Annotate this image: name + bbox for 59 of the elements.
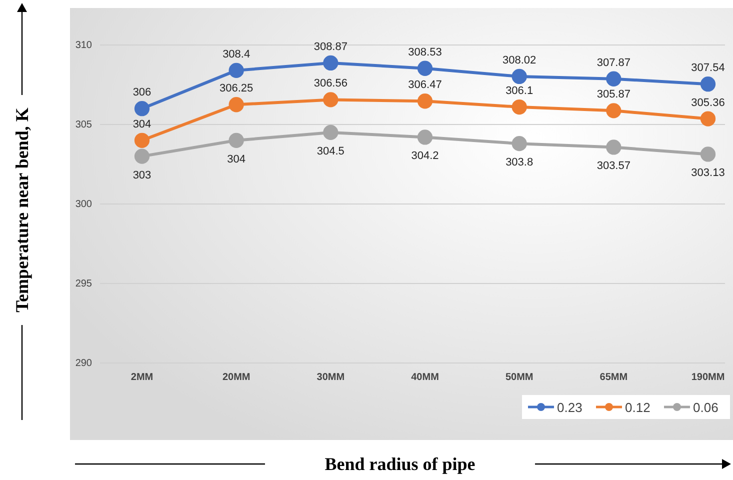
legend-label: 0.12 — [625, 400, 650, 415]
x-axis-title: Bend radius of pipe — [324, 454, 476, 474]
data-label: 303.57 — [596, 160, 630, 172]
point — [323, 55, 338, 71]
data-label: 308.53 — [408, 46, 442, 58]
data-label: 308.4 — [222, 48, 250, 60]
y-tick-label: 310 — [75, 40, 92, 52]
data-label: 306.25 — [220, 82, 254, 95]
data-label: 306.56 — [314, 78, 348, 90]
data-label: 304.2 — [411, 150, 439, 162]
data-label: 303.13 — [691, 167, 725, 180]
data-label: 304 — [132, 118, 152, 130]
data-label: 308.87 — [314, 40, 348, 53]
data-label: 308.02 — [502, 54, 536, 66]
point — [228, 62, 244, 78]
y-tick-label: 290 — [75, 358, 92, 370]
data-label: 304.5 — [316, 145, 344, 158]
point — [417, 60, 433, 76]
point — [323, 92, 338, 108]
data-label: 306 — [132, 86, 152, 99]
point — [606, 103, 622, 118]
data-label: 304 — [227, 153, 246, 166]
point — [700, 111, 716, 126]
y-tick-label: 295 — [75, 278, 92, 290]
point — [606, 71, 622, 86]
legend-label: 0.23 — [557, 400, 582, 415]
point — [417, 130, 433, 145]
legend-label: 0.06 — [693, 400, 718, 415]
x-tick-label: 40MM — [411, 372, 439, 384]
x-tick-label: 190MM — [691, 372, 725, 384]
x-tick-label: 30MM — [316, 372, 345, 384]
data-label: 307.87 — [596, 56, 630, 69]
point — [323, 124, 338, 140]
point — [512, 136, 527, 152]
y-tick-label: 300 — [75, 199, 92, 210]
point — [228, 132, 244, 148]
x-tick-label: 65MM — [600, 372, 628, 384]
point — [700, 76, 716, 92]
y-axis-title: Temperature near bend, K — [12, 108, 32, 312]
x-tick-label: 2MM — [130, 372, 154, 384]
data-label: 303.8 — [506, 156, 534, 169]
point — [512, 99, 527, 115]
point — [512, 68, 527, 84]
x-tick-label: 20MM — [222, 372, 250, 384]
point — [228, 97, 244, 112]
point — [134, 148, 150, 164]
point — [134, 101, 150, 116]
data-label: 306.47 — [408, 79, 442, 92]
x-tick-label: 50MM — [505, 372, 534, 384]
y-tick-label: 305 — [75, 120, 92, 131]
data-label: 307.54 — [691, 62, 725, 74]
data-label: 303 — [132, 169, 152, 182]
point — [606, 140, 622, 155]
data-label: 305.87 — [596, 88, 630, 101]
data-label: 305.36 — [691, 96, 725, 109]
point — [417, 94, 433, 109]
point — [700, 146, 716, 162]
point — [134, 132, 150, 148]
data-label: 306.1 — [506, 85, 534, 98]
